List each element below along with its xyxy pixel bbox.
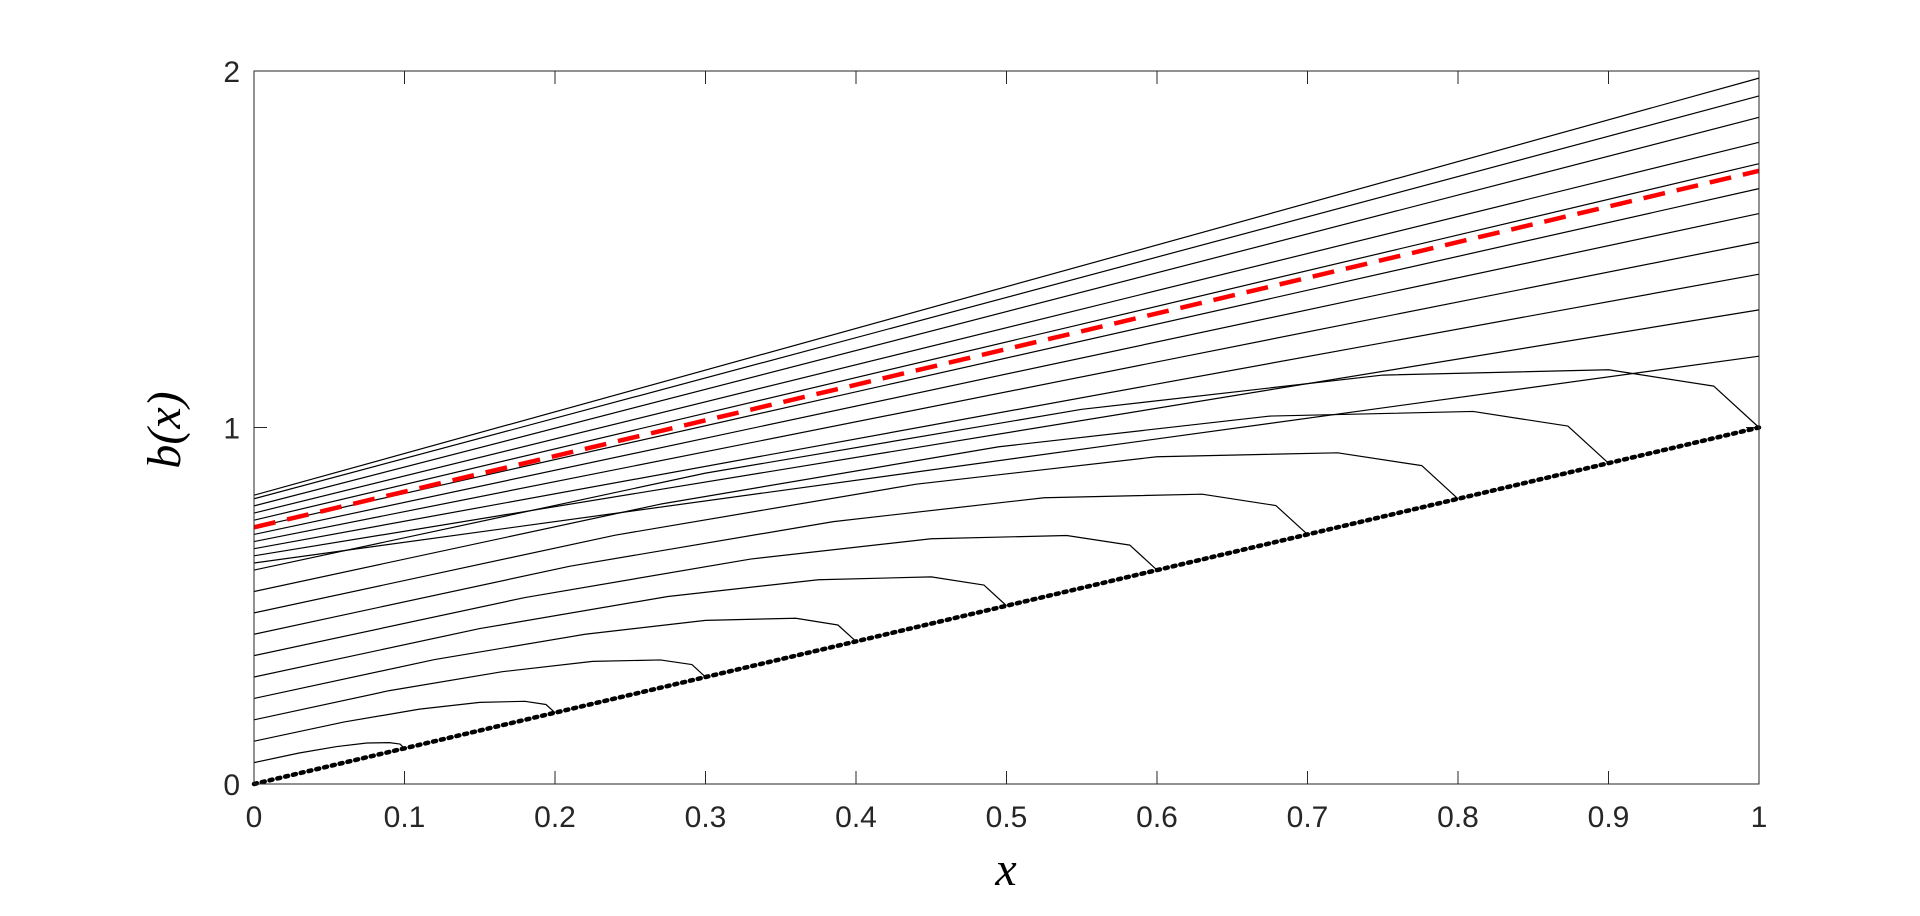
x-axis-title: x <box>994 843 1016 896</box>
x-tick-label: 0.9 <box>1588 801 1630 834</box>
y-axis-title: b(x) <box>138 391 191 468</box>
line-solid <box>253 77 1760 496</box>
line-dashed <box>253 168 1760 530</box>
x-tick-label: 0.5 <box>986 801 1028 834</box>
x-tick-label: 0.2 <box>534 801 576 834</box>
line-solid <box>253 369 1760 571</box>
x-tick-label: 0 <box>246 801 263 834</box>
line-solid <box>253 116 1760 507</box>
x-tick-label: 0.7 <box>1287 801 1329 834</box>
line-solid <box>253 273 1760 550</box>
y-tick-label: 0 <box>223 769 240 802</box>
line-solid <box>253 213 1760 536</box>
line-solid <box>253 617 857 700</box>
line-solid <box>253 188 1760 528</box>
line-solid <box>253 309 1760 557</box>
line-solid <box>253 534 1158 657</box>
x-tick-label: 0.4 <box>835 801 877 834</box>
axes-box <box>253 70 1760 785</box>
x-tick-label: 0.1 <box>384 801 426 834</box>
y-tick-label: 2 <box>223 56 240 89</box>
line-solid <box>253 355 1760 564</box>
line-solid <box>253 493 1308 635</box>
line-solid <box>253 241 1760 543</box>
x-tick-label: 0.3 <box>685 801 727 834</box>
line-solid <box>253 141 1760 514</box>
x-tick-label: 0.8 <box>1437 801 1479 834</box>
y-tick-label: 1 <box>223 413 240 446</box>
x-tick-label: 1 <box>1751 801 1768 834</box>
line-solid <box>253 163 1760 521</box>
line-solid <box>253 452 1459 614</box>
line-solid <box>253 700 556 742</box>
line-solid <box>253 659 706 721</box>
line-solid <box>253 95 1760 500</box>
line-solid <box>253 576 1007 678</box>
line-dotted <box>251 425 1762 787</box>
line-solid <box>253 742 405 764</box>
line-solid <box>253 410 1609 593</box>
x-tick-label: 0.6 <box>1136 801 1178 834</box>
